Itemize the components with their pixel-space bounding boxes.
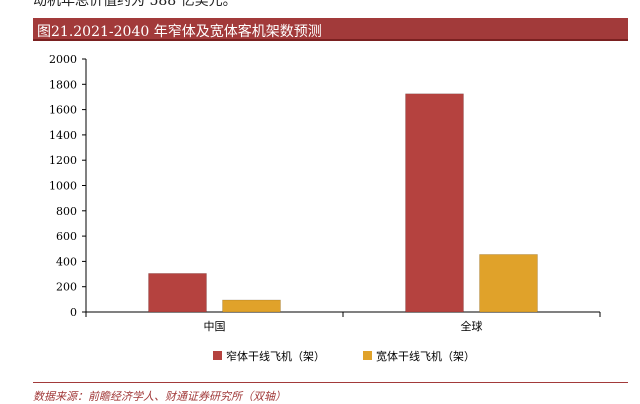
bottom-divider [33, 382, 628, 383]
y-tick-label: 1000 [49, 180, 77, 193]
y-tick-label: 600 [56, 230, 77, 243]
legend: 窄体干线飞机（架） 宽体干线飞机（架） [213, 349, 475, 363]
y-tick-label: 0 [70, 306, 77, 319]
legend-label-1: 宽体干线飞机（架） [376, 349, 475, 363]
legend-swatch-0 [213, 351, 222, 360]
x-axis: 中国 全球 [85, 311, 601, 333]
bar-wide-1 [479, 254, 538, 313]
legend-swatch-1 [363, 351, 372, 360]
figure-title-bar: 图21.2021-2040 年窄体及宽体客机架数预测 [33, 18, 628, 41]
source-note: 数据来源：前瞻经济学人、财通证券研究所（双轴） [33, 390, 286, 403]
x-category-label: 中国 [204, 320, 226, 333]
bar-narrow-0 [148, 273, 207, 313]
intro-text-fragment: 动机年总价值约为 588 亿美元。 [33, 0, 237, 9]
y-tick-label: 1600 [49, 104, 77, 117]
bar-narrow-1 [405, 93, 464, 313]
x-category-label: 全球 [461, 319, 483, 333]
y-tick-label: 1200 [49, 154, 77, 167]
y-tick-label: 1800 [49, 78, 77, 91]
y-tick-label: 400 [56, 255, 77, 268]
figure-title: 图21.2021-2040 年窄体及宽体客机架数预测 [37, 24, 322, 40]
y-tick-label: 800 [56, 205, 77, 218]
y-tick-label: 2000 [49, 53, 77, 66]
y-tick-label: 200 [56, 281, 77, 294]
legend-label-0: 窄体干线飞机（架） [226, 349, 325, 363]
bar-wide-0 [222, 299, 281, 313]
bars [148, 93, 538, 313]
y-axis: 0 200 400 600 800 1000 1200 1400 1600 1800 2000 [49, 53, 87, 319]
y-tick-label: 1400 [49, 129, 77, 142]
